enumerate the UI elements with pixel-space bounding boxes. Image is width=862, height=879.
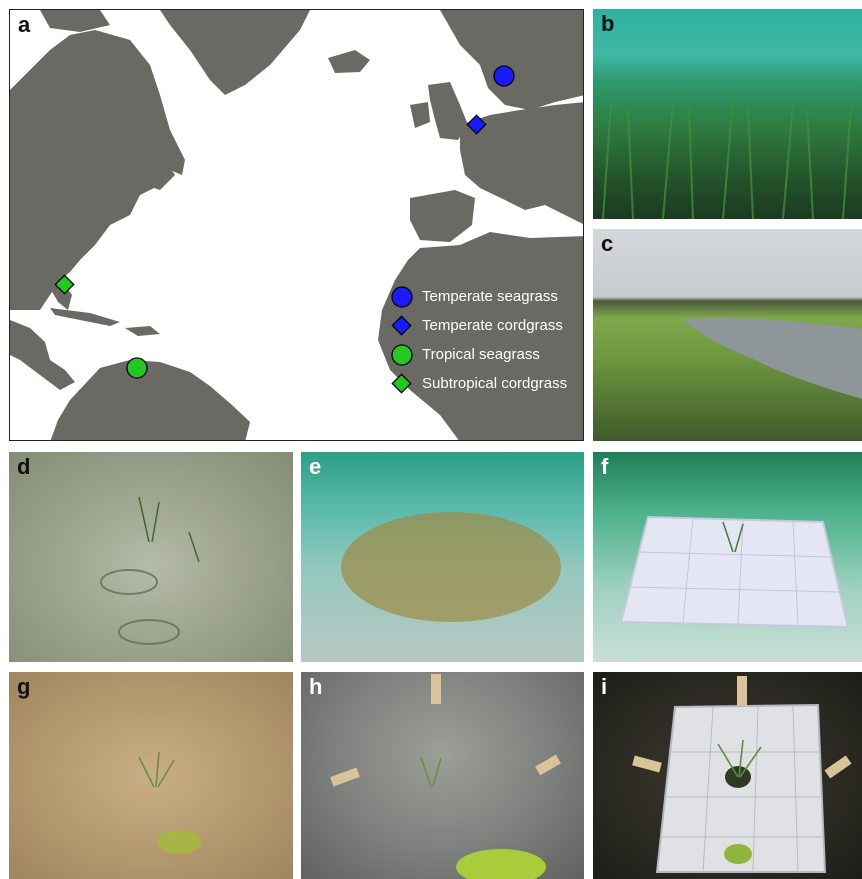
map-panel: a Temperate seagrass Temperate cordgrass… — [9, 9, 584, 441]
transplant-patch — [341, 512, 561, 622]
panel-label-i: i — [601, 674, 608, 699]
land-newfoundland — [140, 160, 175, 190]
cordgrass-tuft — [138, 751, 201, 854]
cordgrass-transplant-with-stakes-photo: h — [301, 672, 584, 879]
site-marker-temperate-cordgrass — [466, 114, 487, 135]
seagrass-shoots-on-sand-photo: d — [9, 452, 293, 662]
site-marker-temperate-seagrass — [493, 65, 515, 87]
stakes-and-tuft — [330, 674, 561, 879]
legend-label-tropical-seagrass: Tropical seagrass — [422, 346, 540, 363]
panel-label-b: b — [601, 11, 615, 36]
land-hispaniola — [125, 326, 160, 336]
creek-shape — [683, 317, 862, 399]
legend-label-temperate-seagrass: Temperate seagrass — [422, 288, 558, 305]
cordgrass-tuft-on-mud-photo: g — [9, 672, 293, 879]
seagrass-transplant-with-mesh-photo: f — [593, 452, 862, 662]
cordgrass-transplant-with-mesh-photo: i — [593, 672, 862, 879]
land-iberia — [410, 190, 475, 242]
site-marker-tropical-seagrass — [126, 357, 148, 379]
panel-label-h: h — [309, 674, 323, 699]
legend-marker-subtropical-cordgrass — [391, 373, 412, 394]
land-masses — [10, 10, 583, 440]
land-north-america — [10, 30, 185, 310]
land-south-america — [50, 360, 250, 440]
salt-marsh-creek-photo: c — [593, 229, 862, 441]
panel-label-d: d — [17, 454, 31, 479]
panel-label-f: f — [601, 454, 609, 479]
panel-label-g: g — [17, 674, 31, 699]
legend-marker-temperate-cordgrass — [391, 315, 412, 336]
land-africa — [378, 232, 583, 440]
land-europe — [460, 102, 583, 224]
legend-label-temperate-cordgrass: Temperate cordgrass — [422, 317, 563, 334]
seagrass-transplant-photo: e — [301, 452, 584, 662]
legend-marker-temperate-seagrass — [391, 286, 413, 308]
panel-label-e: e — [309, 454, 322, 479]
land-gulf-coast — [10, 268, 72, 310]
north-atlantic-map — [10, 10, 583, 440]
land-iceland — [328, 50, 370, 73]
land-cuba — [50, 308, 120, 326]
seagrass-meadow-photo: b — [593, 9, 862, 219]
land-britain — [428, 82, 468, 140]
site-markers — [54, 65, 515, 379]
legend-marker-tropical-seagrass — [391, 344, 413, 366]
legend-label-subtropical-cordgrass: Subtropical cordgrass — [422, 375, 568, 392]
mesh-square — [632, 676, 852, 873]
panel-label-a: a — [18, 12, 31, 37]
land-arctic-islands — [40, 10, 110, 32]
sand-ripples — [100, 496, 200, 645]
site-marker-subtropical-cordgrass — [54, 274, 75, 295]
land-central-america — [10, 320, 75, 390]
land-ireland — [410, 102, 430, 128]
land-scandinavia — [440, 10, 583, 110]
mesh-square — [619, 515, 850, 629]
panel-label-c: c — [601, 231, 614, 256]
land-greenland — [160, 10, 310, 95]
seagrass-blades — [602, 98, 852, 219]
